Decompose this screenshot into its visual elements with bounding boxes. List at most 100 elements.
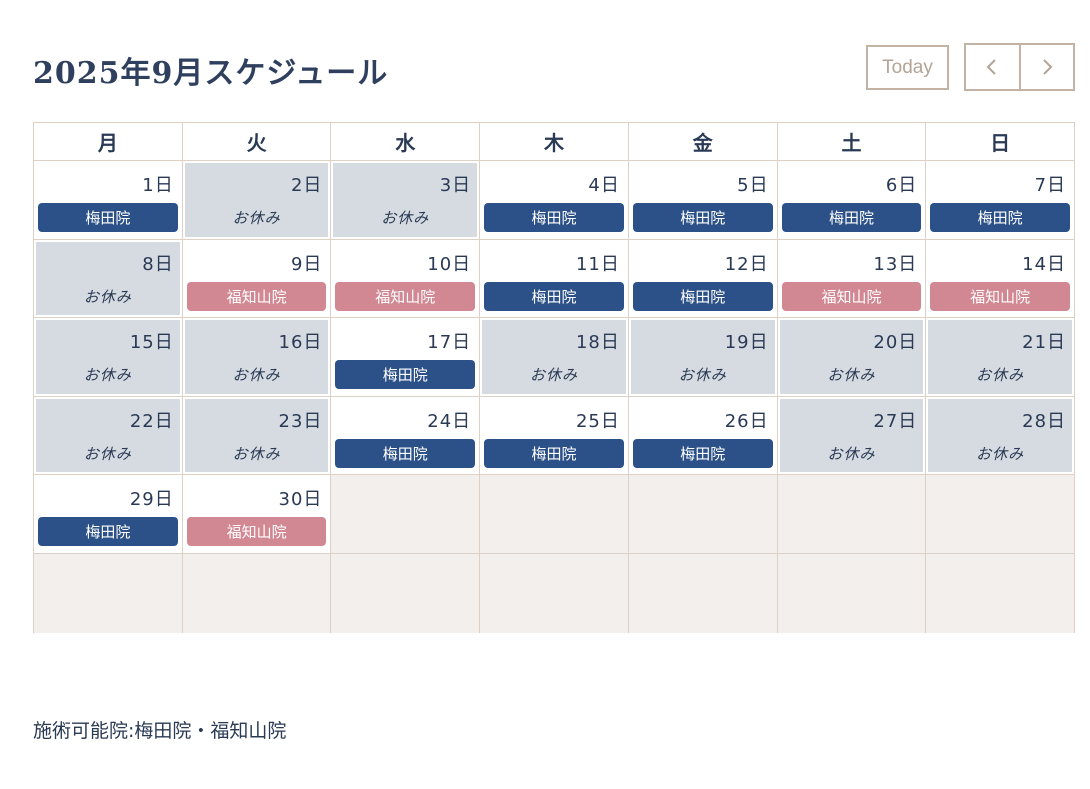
calendar-day-cell[interactable]: 23日 お休み <box>181 396 331 475</box>
available-clinics-note: 施術可能院:梅田院・福知山院 <box>33 720 287 742</box>
calendar-empty-cell <box>181 553 331 633</box>
day-number: 19日 <box>724 332 769 354</box>
event-umeda[interactable]: 梅田院 <box>632 438 773 468</box>
day-off-shade <box>184 163 329 237</box>
day-off-label: お休み <box>381 209 430 227</box>
calendar-day-cell[interactable]: 3日 お休み <box>330 161 480 239</box>
weekday-header: 月 火 水 木 金 土 日 <box>34 123 1074 161</box>
event-umeda[interactable]: 梅田院 <box>38 203 178 232</box>
day-off-label: お休み <box>530 366 579 385</box>
day-number: 30日 <box>278 489 323 511</box>
calendar-day-cell[interactable]: 18日お休み <box>479 318 628 396</box>
calendar-empty-cell <box>330 553 480 633</box>
calendar-body: 1日 梅田院 2日 お休み 3日 お休み 4日 梅田院 5日 梅田院 6日 梅田院 7日 梅田院 8日 お休み… <box>34 161 1075 633</box>
weekday-tue: 火 <box>181 123 331 160</box>
event-umeda[interactable]: 梅田院 <box>781 203 922 232</box>
event-umeda[interactable]: 梅田院 <box>930 203 1071 232</box>
calendar-day-cell[interactable]: 9日福知山院 <box>181 239 331 318</box>
calendar-day-cell[interactable]: 16日お休み <box>181 318 331 396</box>
day-off-shade <box>779 320 924 394</box>
calendar-day-cell[interactable]: 4日梅田院 <box>479 161 628 239</box>
event-umeda[interactable]: 梅田院 <box>484 203 624 232</box>
event-umeda[interactable]: 梅田院 <box>335 438 476 468</box>
calendar-day-cell[interactable]: 14日 福知山院 <box>925 239 1075 318</box>
calendar-empty-cell <box>479 553 628 633</box>
calendar-day-cell[interactable]: 24日 梅田院 <box>330 396 480 475</box>
calendar-day-cell[interactable]: 1日梅田院 <box>34 161 182 239</box>
event-umeda[interactable]: 梅田院 <box>484 281 624 311</box>
day-number: 17日 <box>427 332 472 354</box>
event-umeda[interactable]: 梅田院 <box>632 203 773 232</box>
day-number: 7日 <box>1034 175 1067 196</box>
event-umeda[interactable]: 梅田院 <box>38 517 178 547</box>
calendar-day-cell[interactable]: 13日福知山院 <box>776 239 926 318</box>
calendar-day-cell[interactable]: 30日福知山院 <box>181 475 331 553</box>
event-fukuchiyama[interactable]: 福知山院 <box>335 281 476 311</box>
event-umeda[interactable]: 梅田院 <box>484 438 624 468</box>
calendar-day-cell[interactable]: 25日 梅田院 <box>479 396 628 475</box>
day-number: 4日 <box>588 175 620 196</box>
calendar-empty-cell <box>479 475 628 553</box>
day-number: 18日 <box>575 332 620 354</box>
calendar-day-cell[interactable]: 17日梅田院 <box>330 318 480 396</box>
calendar-week-row: 1日 梅田院 2日 お休み 3日 お休み 4日 梅田院 5日 梅田院 6日 梅田院 7日 梅田院 <box>34 161 1075 240</box>
calendar-day-cell[interactable]: 28日 お休み <box>925 396 1075 475</box>
calendar-day-cell[interactable]: 19日お休み <box>627 318 777 396</box>
next-month-button[interactable] <box>1018 45 1074 89</box>
today-button[interactable]: Today <box>866 45 949 90</box>
calendar-day-cell[interactable]: 7日梅田院 <box>925 161 1075 239</box>
chevron-left-icon <box>986 59 996 75</box>
day-number: 12日 <box>724 253 769 275</box>
day-off-label: お休み <box>827 366 876 385</box>
day-off-shade <box>482 320 626 394</box>
weekday-thu: 木 <box>479 123 628 160</box>
calendar-day-cell[interactable]: 12日梅田院 <box>627 239 777 318</box>
day-number: 22日 <box>129 410 174 432</box>
event-fukuchiyama[interactable]: 福知山院 <box>186 517 327 547</box>
day-off-label: お休み <box>83 366 132 385</box>
day-off-shade <box>184 398 329 473</box>
day-number: 16日 <box>278 332 323 354</box>
day-number: 21日 <box>1022 332 1067 354</box>
day-number: 13日 <box>873 253 918 275</box>
calendar-day-cell[interactable]: 20日 お休み <box>776 318 926 396</box>
prev-month-button[interactable] <box>966 45 1019 89</box>
day-off-shade <box>630 320 775 394</box>
calendar-week-row <box>34 553 1075 633</box>
day-number: 29日 <box>129 489 174 511</box>
day-number: 9日 <box>290 253 323 275</box>
calendar-day-cell[interactable]: 10日 福知山院 <box>330 239 480 318</box>
event-umeda[interactable]: 梅田院 <box>335 360 476 390</box>
day-off-shade <box>36 241 180 316</box>
calendar-day-cell[interactable]: 6日 梅田院 <box>776 161 926 239</box>
event-fukuchiyama[interactable]: 福知山院 <box>930 281 1071 311</box>
calendar-day-cell[interactable]: 5日梅田院 <box>627 161 777 239</box>
day-off-label: お休み <box>678 366 727 385</box>
weekday-sat: 土 <box>776 123 926 160</box>
event-fukuchiyama[interactable]: 福知山院 <box>781 281 922 311</box>
day-number: 3日 <box>439 175 472 196</box>
day-off-shade <box>928 398 1073 473</box>
day-off-label: お休み <box>232 366 281 385</box>
day-number: 8日 <box>142 253 174 275</box>
calendar-day-cell[interactable]: 22日 お休み <box>34 396 182 475</box>
calendar-day-cell[interactable]: 21日お休み <box>925 318 1075 396</box>
day-number: 5日 <box>737 175 769 196</box>
day-off-shade <box>36 398 180 473</box>
calendar-empty-cell <box>34 553 182 633</box>
event-fukuchiyama[interactable]: 福知山院 <box>186 281 327 311</box>
calendar-day-cell[interactable]: 15日 お休み <box>34 318 182 396</box>
day-off-label: お休み <box>232 444 281 463</box>
calendar-week-row: 8日 お休み 9日 福知山院 10日 福知山院 11日 梅田院 12日 梅田院 13日 福知山院 14日… <box>34 239 1075 319</box>
calendar-empty-cell <box>776 553 926 633</box>
calendar-day-cell[interactable]: 27日 お休み <box>776 396 926 475</box>
day-off-label: お休み <box>976 366 1025 385</box>
event-umeda[interactable]: 梅田院 <box>632 281 773 311</box>
calendar-day-cell[interactable]: 29日梅田院 <box>34 475 182 553</box>
day-number: 1日 <box>142 175 174 196</box>
day-off-shade <box>333 163 478 237</box>
calendar-day-cell[interactable]: 26日 梅田院 <box>627 396 777 475</box>
calendar-day-cell[interactable]: 11日 梅田院 <box>479 239 628 318</box>
calendar-day-cell[interactable]: 8日 お休み <box>34 239 182 318</box>
calendar-day-cell[interactable]: 2日 お休み <box>181 161 331 239</box>
